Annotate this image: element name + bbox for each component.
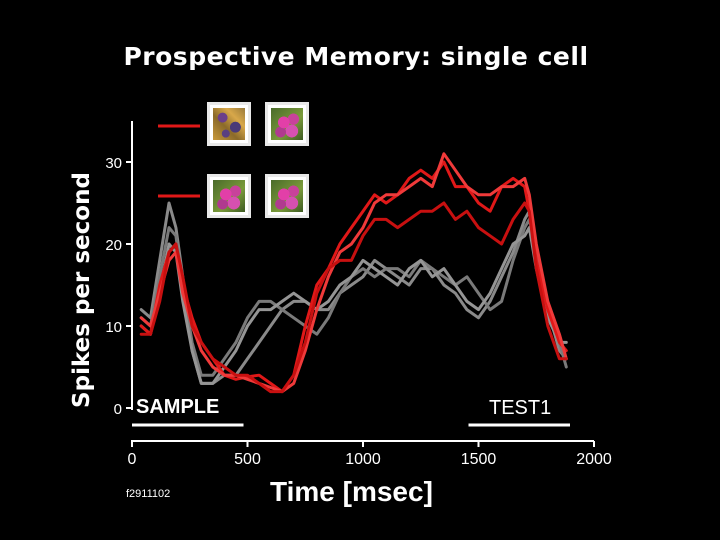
- x-tick-label: 2000: [576, 451, 612, 468]
- x-tick-label: 1000: [345, 451, 381, 468]
- x-tick-label: 1500: [461, 451, 497, 468]
- series-line: [139, 152, 568, 394]
- stimulus-thumbnail: [207, 174, 251, 218]
- y-tick-label: 20: [105, 237, 122, 254]
- stimulus-thumbnail: [207, 102, 251, 146]
- stimulus-thumbnail: [265, 174, 309, 218]
- y-tick-label: 30: [105, 155, 122, 172]
- y-tick-label: 10: [105, 319, 122, 336]
- test-label: TEST1: [489, 397, 551, 419]
- sample-label: SAMPLE: [136, 396, 219, 418]
- x-axis-label: Time [msec]: [270, 476, 433, 507]
- stimulus-thumbnail: [265, 102, 309, 146]
- x-tick-label: 500: [234, 451, 261, 468]
- cell-id-label: f2911102: [126, 488, 171, 500]
- series-line: [139, 226, 568, 385]
- series-line: [139, 201, 568, 394]
- y-tick-label: 0: [114, 401, 122, 418]
- x-tick-label: 0: [128, 451, 137, 468]
- chart-title: Prospective Memory: single cell: [123, 42, 589, 71]
